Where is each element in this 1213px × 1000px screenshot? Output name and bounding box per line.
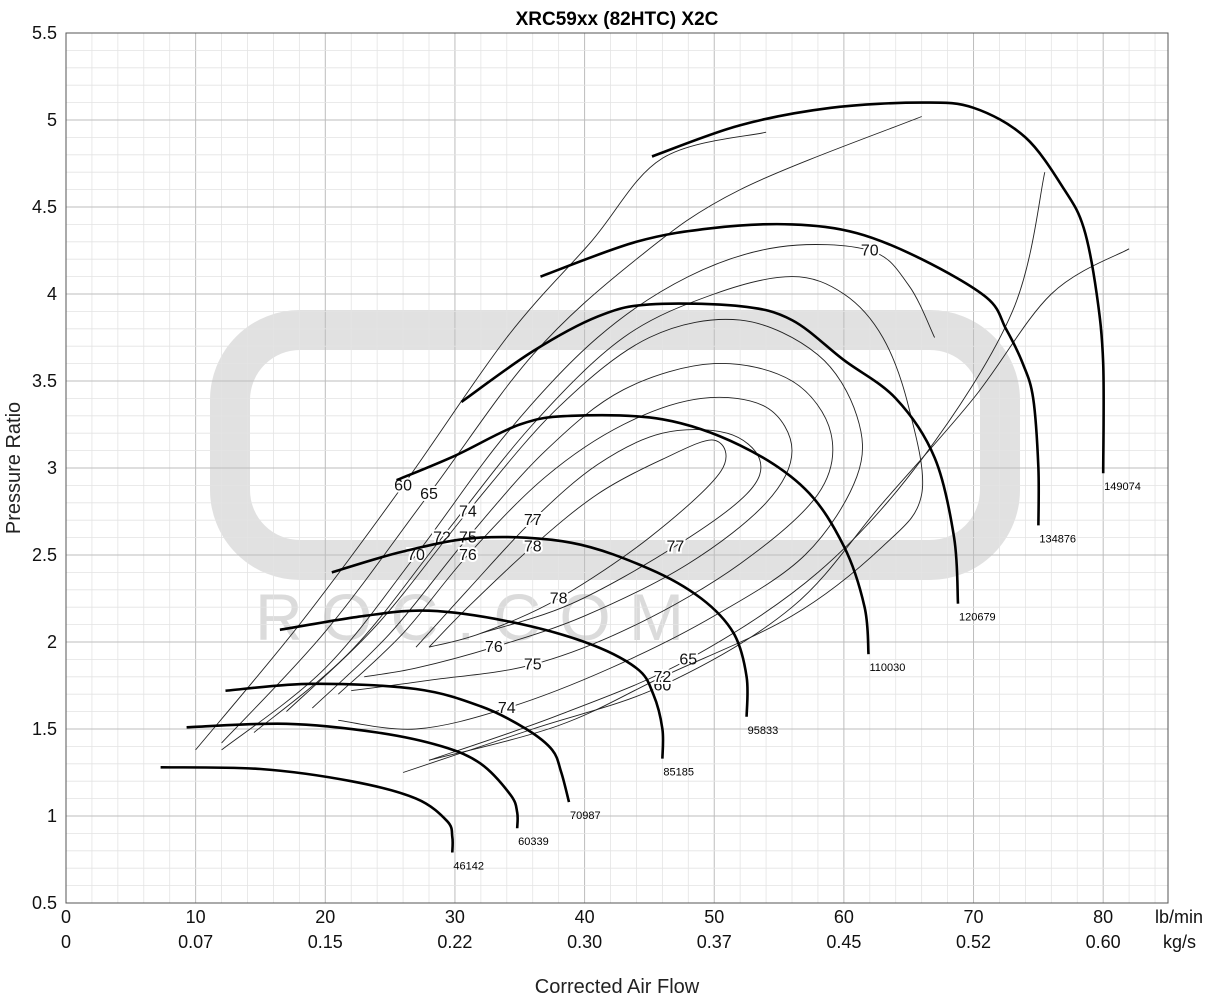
- x-tick-label-kgs: 0.45: [826, 932, 861, 952]
- x-tick-label-kgs: 0.30: [567, 932, 602, 952]
- x-tick-label: 0: [61, 907, 71, 927]
- efficiency-label: 72: [653, 669, 671, 686]
- x-tick-label: 40: [575, 907, 595, 927]
- y-tick-label: 1: [47, 806, 57, 826]
- speed-line-label: 120679: [959, 612, 996, 624]
- efficiency-line-65: [221, 116, 922, 744]
- efficiency-label: 78: [524, 538, 542, 555]
- y-tick-label: 2.5: [32, 545, 57, 565]
- x-tick-label-kgs: 0.15: [308, 932, 343, 952]
- speed-line-label: 110030: [870, 662, 906, 674]
- efficiency-label: 76: [459, 547, 477, 564]
- speed-line-85185: [279, 609, 665, 759]
- y-tick-label: 1.5: [32, 719, 57, 739]
- chart-title: XRC59xx (82HTC) X2C: [516, 9, 719, 30]
- efficiency-label: 65: [420, 486, 438, 503]
- efficiency-line-65: [428, 172, 1046, 761]
- speed-line-label: 60339: [518, 836, 549, 848]
- efficiency-label: 77: [666, 538, 684, 555]
- speed-line-149074: [651, 101, 1105, 474]
- efficiency-contour-74: [286, 318, 863, 730]
- y-tick-label: 5: [47, 110, 57, 130]
- efficiency-label: 78: [550, 591, 568, 608]
- efficiency-contour-70: [221, 244, 936, 751]
- speed-line-label: 149074: [1104, 481, 1141, 493]
- efficiency-label: 65: [679, 651, 697, 668]
- x-tick-label-kgs: 0.37: [697, 932, 732, 952]
- efficiency-label: 76: [485, 639, 503, 656]
- efficiency-contour-72: [253, 276, 924, 761]
- x-tick-label: 50: [704, 907, 724, 927]
- efficiency-label: 77: [524, 512, 542, 529]
- efficiency-contour-76: [337, 396, 793, 695]
- y-tick-label: 5.5: [32, 23, 57, 43]
- x-tick-label: 30: [445, 907, 465, 927]
- speed-line-label: 70987: [570, 810, 601, 822]
- speed-lines: 46142 60339 70987 85185 95833 110030 120679 134…: [160, 101, 1141, 873]
- speed-line-label: 85185: [663, 767, 694, 779]
- y-tick-label: 3: [47, 458, 57, 478]
- efficiency-label: 74: [459, 504, 477, 521]
- efficiency-line-60: [402, 248, 1130, 773]
- efficiency-line-60: [195, 131, 767, 751]
- x-tick-label-kgs: 0.52: [956, 932, 991, 952]
- x-tick-label-kgs: 0.07: [178, 932, 213, 952]
- y-tick-label: 2: [47, 632, 57, 652]
- speed-line-60339: [186, 722, 519, 829]
- efficiency-contour-78: [428, 439, 727, 648]
- x-axis-label: Corrected Air Flow: [535, 976, 700, 998]
- y-tick-label: 4: [47, 284, 57, 304]
- y-axis-label: Pressure Ratio: [3, 402, 25, 534]
- y-tick-label: 4.5: [32, 197, 57, 217]
- plot-border: [65, 32, 1169, 904]
- efficiency-label: 70: [861, 243, 879, 260]
- x-tick-label: 80: [1093, 907, 1113, 927]
- y-tick-label: 0.5: [32, 893, 57, 913]
- x-tick-label-kgs: 0.60: [1086, 932, 1121, 952]
- x-tick-label: 70: [964, 907, 984, 927]
- x-unit-lbmin: lb/min: [1155, 907, 1203, 927]
- speed-line-label: 134876: [1039, 533, 1076, 545]
- y-tick-label: 3.5: [32, 371, 57, 391]
- speed-line-110030: [396, 413, 870, 655]
- x-tick-label: 60: [834, 907, 854, 927]
- speed-line-120679: [460, 302, 960, 604]
- efficiency-contour-77: [415, 429, 762, 648]
- speed-line-label: 46142: [453, 861, 484, 873]
- x-tick-label-kgs: 0.22: [437, 932, 472, 952]
- efficiency-label: 60: [653, 678, 671, 695]
- speed-line-70987: [225, 682, 571, 803]
- x-tick-label: 20: [315, 907, 335, 927]
- speed-line-95833: [331, 535, 749, 717]
- axis-ticks: 0 0 10 0.07 20 0.15 30 0.22 40 0.30 50 0.37 60 0.45 70…: [32, 23, 1121, 952]
- plot-frame: [65, 32, 1169, 904]
- x-tick-label: 10: [186, 907, 206, 927]
- x-unit-kgs: kg/s: [1163, 932, 1196, 952]
- speed-line-46142: [160, 766, 454, 853]
- x-tick-label-kgs: 0: [61, 932, 71, 952]
- efficiency-label: 75: [524, 657, 542, 674]
- speed-line-134876: [540, 222, 1041, 526]
- watermark-text: R O C . C O M: [255, 580, 684, 654]
- speed-line-label: 95833: [748, 725, 779, 737]
